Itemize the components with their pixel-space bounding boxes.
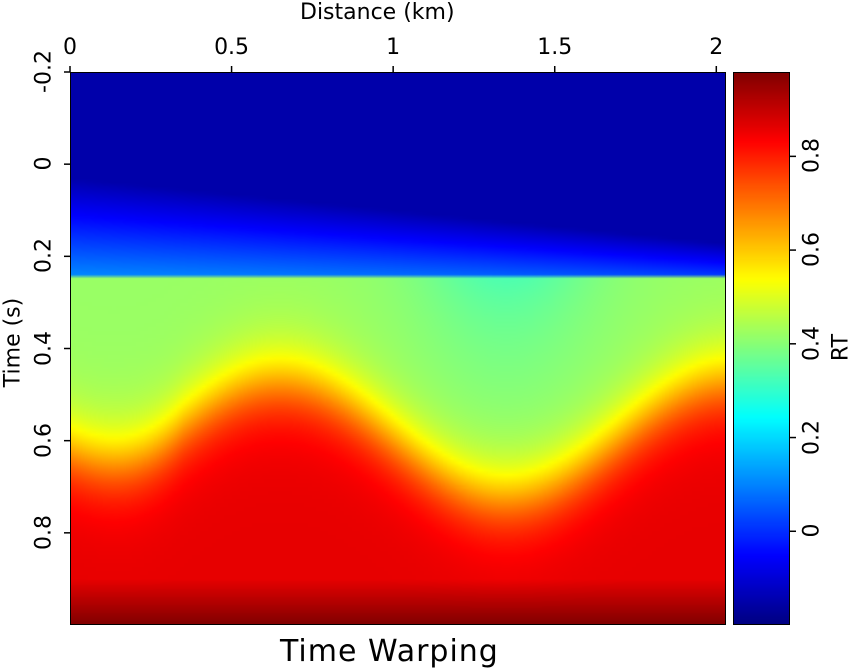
x-tick-label: 0.5	[214, 35, 250, 60]
x-tick-label: 1	[386, 35, 401, 60]
y-axis-label: Time (s)	[0, 297, 26, 388]
colorbar-tick-label: 0	[799, 523, 825, 538]
y-tick-label: 0	[31, 156, 57, 171]
colorbar-tick-label: 0.2	[799, 419, 825, 455]
colorbar-gradient	[733, 72, 790, 625]
colorbar-tick-label: 0.4	[799, 325, 825, 361]
y-tick-label: -0.2	[31, 50, 57, 93]
y-tick-label: 0.8	[31, 514, 57, 550]
heatmap-image	[70, 72, 726, 625]
colorbar-frame	[733, 72, 790, 625]
colorbar-label: RT	[828, 333, 852, 362]
chart-title: Time Warping	[280, 634, 499, 669]
x-tick-label: 2	[709, 35, 724, 60]
y-tick-label: 0.2	[31, 238, 57, 274]
colorbar-tick-label: 0.8	[799, 138, 825, 174]
x-tick-label: 1.5	[537, 35, 573, 60]
y-tick-label: 0.4	[31, 330, 57, 366]
colorbar-tick-label: 0.6	[799, 232, 825, 268]
plot-frame	[70, 72, 726, 625]
x-tick-label: 0	[63, 35, 77, 60]
x-axis-label: Distance (km)	[300, 0, 455, 25]
y-tick-label: 0.6	[31, 422, 57, 458]
